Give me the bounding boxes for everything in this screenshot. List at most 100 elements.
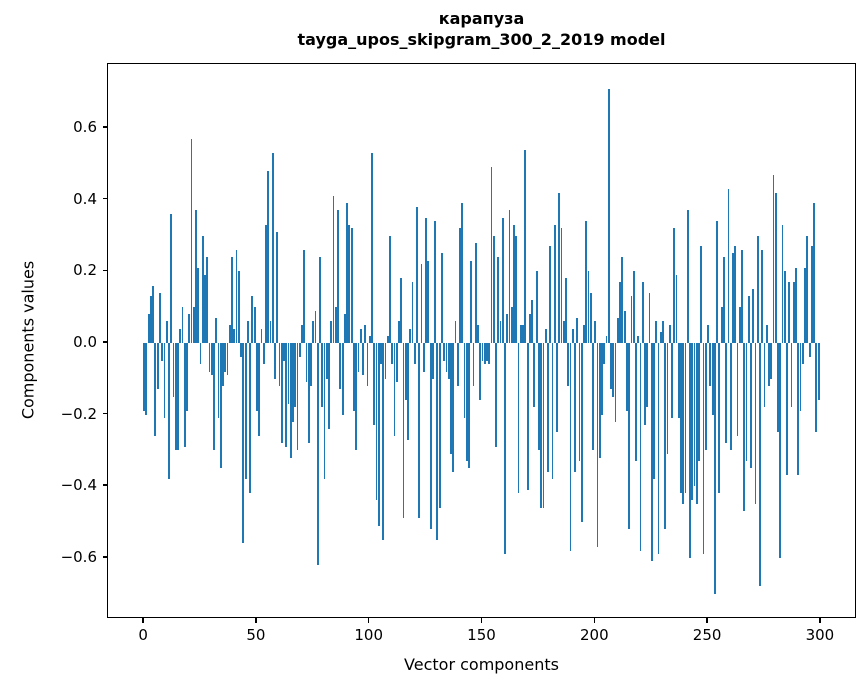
bar-component-7 — [158, 292, 161, 343]
bar-component-70 — [301, 325, 303, 343]
bar-component-159 — [501, 217, 504, 343]
bar-component-125 — [425, 217, 427, 343]
bar-component-183 — [556, 342, 558, 433]
bar-component-237 — [677, 342, 680, 419]
bar-component-52 — [260, 328, 263, 343]
bar-component-228 — [657, 342, 660, 555]
bar-component-205 — [605, 335, 608, 343]
bar-component-84 — [332, 196, 335, 343]
bar-component-88 — [341, 342, 344, 415]
bar-component-104 — [377, 342, 380, 526]
bar-component-44 — [242, 342, 245, 544]
x-tick-mark-250 — [706, 618, 708, 623]
y-tick-label-0.4: 0.4 — [73, 189, 97, 208]
bar-component-49 — [253, 307, 256, 343]
bar-component-100 — [368, 335, 371, 343]
bar-component-273 — [759, 342, 761, 587]
bar-component-285 — [786, 342, 788, 476]
x-tick-label-150: 150 — [467, 626, 496, 644]
bar-component-290 — [797, 342, 800, 476]
bar-component-137 — [452, 342, 455, 472]
bar-component-243 — [691, 342, 694, 501]
bar-component-187 — [565, 278, 567, 343]
bar-component-34 — [219, 342, 222, 469]
bar-component-154 — [490, 167, 493, 343]
bar-component-212 — [621, 257, 624, 343]
bar-component-54 — [265, 224, 267, 343]
bar-component-35 — [222, 342, 224, 386]
bar-component-296 — [810, 246, 813, 343]
bar-component-277 — [768, 342, 770, 386]
bar-component-251 — [709, 342, 712, 386]
x-tick-mark-200 — [593, 618, 596, 623]
bar-component-160 — [504, 342, 506, 555]
y-tick-mark-−0.2 — [102, 412, 107, 415]
bar-component-283 — [781, 224, 784, 343]
x-tick-mark-0 — [142, 618, 144, 623]
bar-component-238 — [680, 342, 682, 494]
bar-component-27 — [204, 274, 206, 343]
bar-component-148 — [477, 325, 479, 343]
bar-component-79 — [321, 342, 324, 408]
bar-component-190 — [571, 328, 574, 343]
bar-component-178 — [544, 328, 547, 343]
bar-component-295 — [808, 342, 811, 358]
x-tick-label-0: 0 — [138, 626, 148, 644]
bar-component-98 — [364, 325, 367, 343]
bar-component-53 — [262, 342, 265, 365]
bar-component-39 — [231, 257, 233, 343]
bar-component-189 — [569, 342, 572, 551]
bar-component-279 — [772, 174, 775, 343]
x-tick-label-250: 250 — [692, 626, 722, 644]
bar-component-120 — [413, 342, 416, 365]
bar-component-132 — [440, 253, 443, 343]
bar-component-3 — [149, 296, 152, 343]
bar-component-289 — [795, 267, 797, 343]
bar-component-247 — [700, 246, 703, 343]
bar-component-213 — [623, 310, 626, 343]
bar-component-175 — [538, 342, 540, 451]
bar-component-206 — [607, 88, 610, 343]
bar-component-96 — [359, 328, 362, 343]
bar-component-233 — [668, 325, 671, 343]
bar-component-253 — [713, 342, 716, 594]
bar-component-249 — [704, 342, 707, 451]
bar-component-11 — [168, 342, 170, 479]
bar-component-113 — [398, 321, 400, 343]
bar-component-229 — [659, 332, 662, 343]
bar-component-291 — [799, 342, 802, 411]
bar-component-230 — [662, 321, 664, 343]
bar-component-256 — [720, 307, 723, 343]
bar-component-0 — [143, 342, 145, 411]
bar-component-20 — [188, 314, 191, 343]
bar-component-257 — [722, 257, 725, 343]
bar-component-114 — [400, 278, 403, 343]
bar-component-58 — [274, 342, 276, 379]
bar-component-214 — [625, 342, 628, 411]
bar-component-201 — [596, 342, 599, 548]
bar-component-164 — [513, 224, 515, 343]
bar-component-222 — [644, 342, 646, 426]
bar-component-150 — [481, 342, 484, 361]
bar-component-210 — [616, 317, 619, 343]
bar-component-46 — [246, 321, 249, 343]
y-tick-mark-−0.4 — [102, 484, 107, 486]
bar-component-2 — [147, 314, 150, 343]
bar-component-223 — [646, 342, 649, 408]
bar-component-80 — [323, 342, 326, 479]
bar-component-153 — [488, 342, 491, 365]
bar-component-299 — [817, 342, 820, 401]
bar-component-259 — [727, 188, 730, 343]
bar-component-293 — [804, 267, 806, 343]
bar-component-64 — [287, 342, 290, 404]
y-tick-mark-0.6 — [102, 126, 107, 128]
bar-component-262 — [734, 246, 737, 343]
bar-component-146 — [472, 342, 475, 386]
bar-component-226 — [653, 342, 655, 479]
bar-component-278 — [770, 342, 773, 379]
bar-component-202 — [598, 342, 601, 458]
bar-component-236 — [675, 274, 678, 343]
bar-component-32 — [215, 317, 218, 343]
bar-component-136 — [450, 342, 452, 454]
